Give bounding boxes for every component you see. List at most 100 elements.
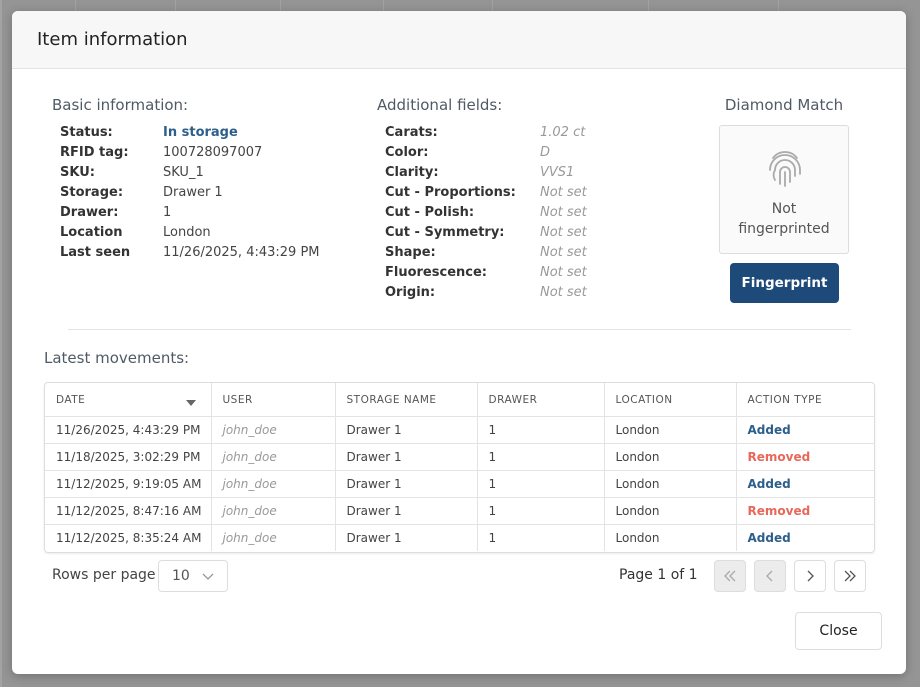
divider	[68, 329, 851, 330]
field-label: Origin:	[385, 285, 436, 300]
close-button[interactable]: Close	[795, 612, 882, 650]
chevron	[202, 573, 214, 580]
field-label: Cut - Symmetry:	[385, 225, 505, 240]
page-info: Page 1 of 1	[619, 567, 698, 583]
column-header: STORAGE NAME	[335, 383, 478, 417]
table-cell: Drawer 1	[335, 443, 478, 471]
table-cell: 1	[477, 470, 605, 498]
table-cell: 11/12/2025, 8:47:16 AM	[45, 497, 212, 525]
field-value: VVS1	[540, 165, 575, 180]
field-value: 100728097007	[163, 145, 263, 160]
field-value: Not set	[540, 205, 587, 220]
field-value: Not set	[540, 245, 587, 260]
table-cell: john_doe	[211, 470, 336, 498]
table-cell: Added	[736, 470, 874, 498]
field-label: Storage:	[60, 185, 124, 200]
first-page-button[interactable]	[714, 560, 746, 592]
field-label: Shape:	[385, 245, 436, 260]
field-label: Color:	[385, 145, 429, 160]
bg-line	[778, 0, 779, 11]
field-label: Status:	[60, 125, 113, 140]
field-label: Cut - Polish:	[385, 205, 475, 220]
field-label: Last seen	[60, 245, 131, 260]
table-cell: john_doe	[211, 416, 336, 444]
column-header: ACTION TYPE	[747, 393, 823, 406]
icon	[766, 570, 773, 582]
column-header: LOCATION	[604, 383, 737, 417]
bg-line	[492, 0, 493, 11]
field-label: Carats:	[385, 125, 438, 140]
table-cell: London	[604, 524, 737, 551]
rows-per-page-label: Rows per page	[52, 567, 156, 583]
field-value: D	[540, 145, 551, 160]
table-cell: 1	[477, 443, 605, 471]
fingerprint-box: Not fingerprinted	[719, 125, 849, 254]
column-header: DATE	[45, 383, 212, 417]
section-title: Additional fields:	[377, 96, 503, 114]
fingerprint-icon	[769, 151, 801, 187]
column-header: DRAWER	[477, 383, 605, 417]
field-value: Not set	[540, 285, 587, 300]
table-cell: john_doe	[211, 497, 336, 525]
table-cell: Added	[736, 524, 874, 551]
table-cell: john_doe	[211, 524, 336, 551]
field-value: 1.02 ct	[540, 125, 586, 140]
table-cell: Drawer 1	[335, 524, 478, 551]
bg-line	[383, 0, 384, 11]
field-label: Drawer:	[60, 205, 119, 220]
sort-icon	[186, 400, 196, 406]
section-title: Diamond Match	[724, 96, 844, 114]
field-label: Cut - Proportions:	[385, 185, 516, 200]
modal: Item information Basic information: Stat…	[12, 11, 906, 674]
field-value: Not set	[540, 265, 587, 280]
section-title: Latest movements:	[44, 349, 190, 367]
last-page-button[interactable]	[834, 560, 866, 592]
icon	[844, 570, 856, 582]
movements-table: DATE USER STORAGE NAME DRAWER LOCATION ACTION…	[45, 383, 874, 551]
bg-line	[280, 0, 281, 11]
table-cell: 1	[477, 416, 605, 444]
table-cell: London	[604, 497, 737, 525]
table-cell: Removed	[736, 443, 874, 471]
table-cell: Drawer 1	[335, 497, 478, 525]
table-cell: john_doe	[211, 443, 336, 471]
select-value: 10	[172, 568, 190, 584]
section-title: Basic information:	[52, 96, 189, 114]
field-value: Not set	[540, 225, 587, 240]
field-value: Drawer 1	[163, 185, 223, 200]
fingerprint-button[interactable]: Fingerprint	[730, 263, 839, 303]
table-cell: Added	[736, 416, 874, 444]
table-cell: Drawer 1	[335, 470, 478, 498]
table-cell: London	[604, 416, 737, 444]
field-label: RFID tag:	[60, 145, 129, 160]
prev-page-button[interactable]	[754, 560, 786, 592]
table-cell: London	[604, 470, 737, 498]
modal-header: Item information	[12, 11, 906, 69]
table-cell: London	[604, 443, 737, 471]
field-value: In storage	[163, 125, 238, 140]
table-cell: 11/12/2025, 8:35:24 AM	[45, 524, 212, 551]
table-cell: 11/18/2025, 3:02:29 PM	[45, 443, 212, 471]
field-label: Location	[60, 225, 123, 240]
rows-per-page-select[interactable]: 10	[158, 560, 228, 592]
icon	[807, 570, 814, 582]
field-label: Fluorescence:	[385, 265, 487, 280]
bg-line	[175, 0, 176, 11]
bg-line	[75, 0, 76, 11]
next-page-button[interactable]	[794, 560, 826, 592]
movements-table-wrap: DATE USER STORAGE NAME DRAWER LOCATION ACTION…	[44, 382, 875, 553]
bg-line	[0, 0, 2, 687]
field-value: London	[163, 225, 211, 240]
fingerprint-status: Not fingerprinted	[738, 201, 830, 237]
bg-line	[648, 0, 649, 11]
field-label: SKU:	[60, 165, 95, 180]
field-label: Clarity:	[385, 165, 439, 180]
field-value: SKU_1	[163, 165, 204, 180]
field-value: 11/26/2025, 4:43:29 PM	[163, 245, 320, 260]
